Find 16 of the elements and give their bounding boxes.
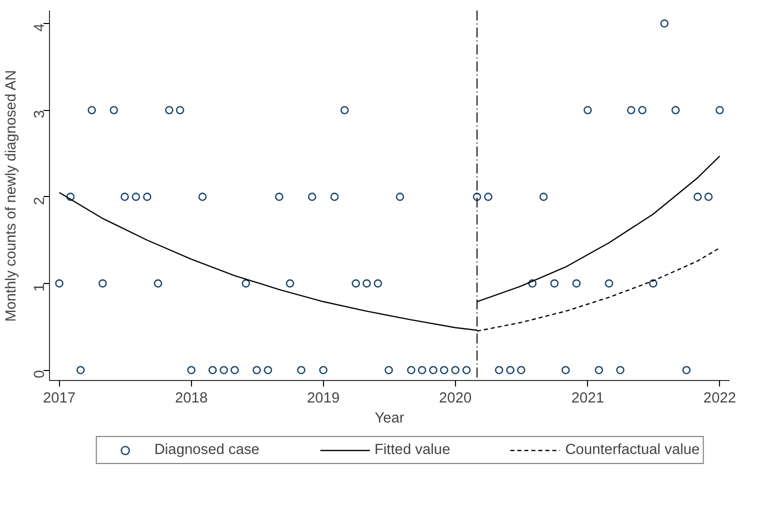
x-tick-label: 2017 (42, 390, 76, 406)
x-tick-label: 2020 (439, 390, 472, 406)
y-tick-label: 0 (32, 370, 48, 378)
x-axis-title: Year (374, 410, 404, 426)
x-tick-label: 2021 (571, 390, 604, 406)
x-tick-label: 2019 (307, 390, 340, 406)
x-tick-label: 2022 (703, 390, 736, 406)
x-tick-label: 2018 (174, 390, 208, 406)
legend-label: Counterfactual value (565, 442, 700, 458)
y-tick-label: 3 (32, 110, 48, 118)
y-axis-title: Monthly counts of newly diagnosed AN (4, 70, 20, 322)
y-tick-label: 1 (32, 283, 48, 292)
legend-label: Fitted value (374, 442, 450, 458)
y-tick-label: 4 (32, 23, 48, 32)
legend-label: Diagnosed case (154, 442, 260, 458)
y-tick-label: 2 (32, 196, 48, 205)
